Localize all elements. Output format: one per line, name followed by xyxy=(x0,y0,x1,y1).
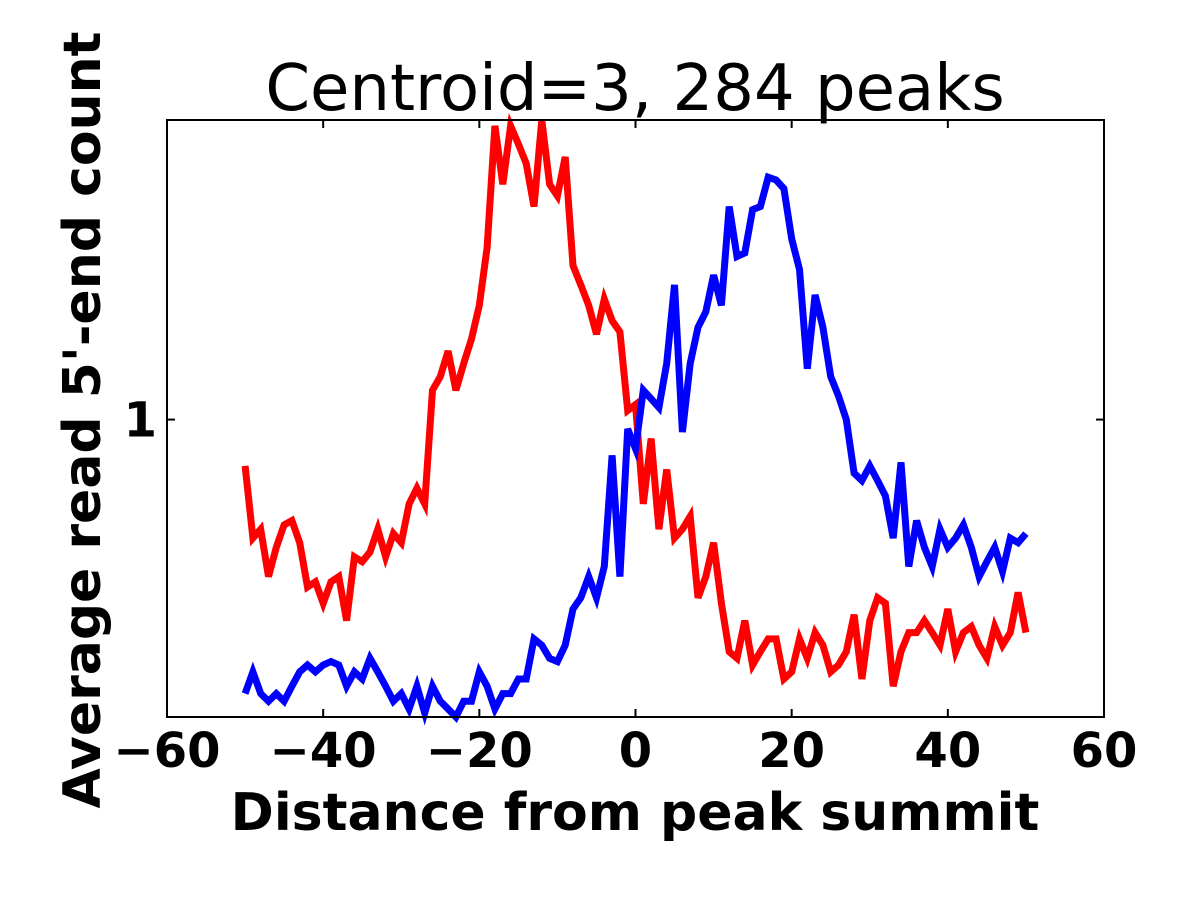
series-line-2 xyxy=(241,172,1029,726)
series-layer xyxy=(241,112,1030,726)
x-tick-label: −20 xyxy=(426,723,533,779)
x-tick-label: 40 xyxy=(914,723,981,779)
x-tick-label: 20 xyxy=(758,723,825,779)
x-axis-label: Distance from peak summit xyxy=(231,783,1040,843)
x-tick-label: −40 xyxy=(270,723,377,779)
x-axis: −60 −40 −20 0 20 40 60 xyxy=(113,120,1137,779)
y-axis: 1 xyxy=(124,393,1104,449)
y-axis-label: Average read 5'-end count xyxy=(53,32,113,809)
x-tick-label: 0 xyxy=(619,723,652,779)
y-tick-label: 1 xyxy=(124,393,157,449)
series-line-1 xyxy=(241,112,1030,687)
x-tick-label: 60 xyxy=(1071,723,1138,779)
chart-title: Centroid=3, 284 peaks xyxy=(265,52,1004,126)
x-tick-label: −60 xyxy=(113,723,220,779)
